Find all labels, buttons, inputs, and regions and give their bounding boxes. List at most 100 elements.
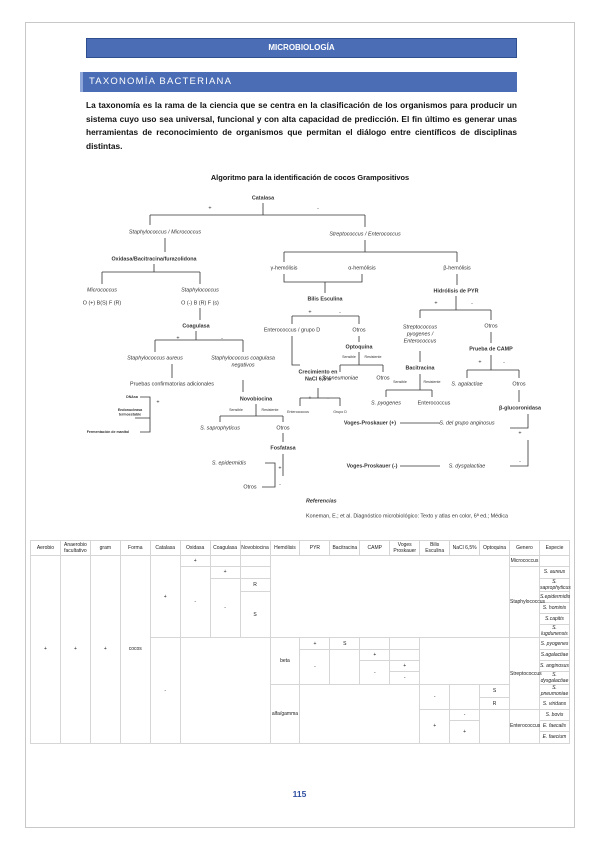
diagram-node: Staphylococcus coagulasa (211, 355, 275, 361)
table-cell: - (209, 577, 241, 639)
table-header: Catalasa (149, 540, 181, 556)
diagram-node: termoestable (119, 412, 141, 416)
table-header: Voges Proskauer (389, 540, 421, 556)
table-cell: - (449, 708, 481, 721)
table-cell: - (149, 637, 181, 744)
table-cell-empty (179, 637, 271, 744)
table-cell: S. pneumoniae (538, 684, 571, 699)
table-header: gram (89, 540, 121, 556)
table-cell: - (179, 566, 211, 639)
table-cell: S (479, 684, 510, 699)
table-cell: + (299, 637, 331, 650)
page-number: 115 (292, 789, 307, 799)
diagram-node: Streptococcus (403, 324, 437, 330)
diagram-node: Resistente (424, 380, 441, 384)
diagram-node: Enterococcus (287, 410, 309, 414)
table-cell: - (359, 660, 391, 686)
diagram-node: + (308, 309, 311, 315)
table-cell: alfa/gamma (269, 684, 301, 744)
table-cell: + (179, 554, 211, 568)
table-header: Anaerobio facultativo (59, 540, 91, 556)
table-cell-empty (419, 637, 510, 686)
diagram-node: S. pneumoniae (322, 375, 358, 381)
diagram-node: Fermentación de manitol (87, 430, 130, 434)
diagram-node: Sensible (342, 355, 356, 359)
diagram-node: Staphylococcus / Micrococcus (129, 229, 202, 235)
diagram-node: Prueba de CAMP (469, 346, 513, 352)
table-cell: R (479, 697, 510, 710)
diagram-node: Crecimiento en (299, 369, 338, 375)
table-cell: S. bovis (538, 708, 571, 721)
table-header: Genero (509, 540, 540, 556)
diagram-node: Otros (352, 327, 365, 333)
table-cell-empty (359, 637, 391, 650)
diagram-node: Sensible (229, 408, 243, 412)
diagram-node: Otros (376, 375, 389, 381)
diagram-node: S. dysgalactiae (449, 463, 486, 469)
diagram-node: - (519, 458, 521, 464)
diagram-node: Optoquina (346, 344, 374, 350)
diagram-node: Catalasa (252, 195, 275, 201)
diagram-node: S. pyogenes (371, 400, 401, 406)
diagram-node: Endonucleasa (118, 408, 143, 412)
diagram-node: DNAsa (126, 395, 139, 399)
diagram-node: Hidrólisis de PYR (434, 288, 479, 294)
diagram-node: S. del grupo anginosus (439, 420, 494, 426)
diagram-node: - (339, 309, 341, 315)
table-header: NaCl 6,5% (449, 540, 481, 556)
table-cell: - (389, 671, 421, 686)
table-cell-empty (389, 648, 421, 662)
diagram-node: - (471, 300, 473, 306)
table-header: Especie (538, 540, 571, 556)
diagram-title: Algoritmo para la identificación de coco… (211, 173, 409, 182)
table-cell-empty (239, 566, 271, 579)
diagram-node: β-glucoronidasa (499, 405, 542, 411)
table-cell-empty (299, 684, 421, 744)
table-header: Coagulasa (209, 540, 241, 556)
diagram-node: - (503, 359, 505, 365)
table-cell: + (149, 554, 181, 639)
diagram-node: Oxidasa/Bacitracina/furazolidona (111, 256, 197, 262)
diagram-node: Staphylococcus (181, 287, 219, 293)
table-cell: + (449, 719, 481, 744)
table-cell: Streptococcus (509, 637, 542, 710)
table-cell-empty (269, 554, 510, 639)
table-cell: S.agalactiae (538, 648, 571, 662)
table-cell: S (329, 637, 361, 650)
diagram-node: Otros (276, 425, 289, 431)
diagram-node: Pruebas confirmatorias adicionales (130, 381, 214, 387)
diagram-node: Fosfatasa (270, 445, 296, 451)
diagram-node: + (208, 205, 211, 211)
paragraph: La taxonomía es la rama de la ciencia qu… (86, 100, 517, 151)
diagram-node: Otros (484, 323, 497, 329)
diagram-node: Streptococcus / Enterococcus (329, 231, 401, 237)
diagram-node: Grupo D (333, 410, 347, 414)
table-header: Bacitracina (329, 540, 361, 556)
table-cell-empty (479, 708, 510, 744)
table-cell: + (59, 555, 91, 744)
table-header: CAMP (359, 540, 391, 556)
page-frame (25, 22, 575, 828)
diagram-node: O (-) B (R) F (s) (181, 300, 219, 306)
diagram-node: negativos (231, 362, 254, 368)
diagram: Algoritmo para la identificación de coco… (83, 173, 542, 519)
table-cell: S. hominis (538, 601, 571, 615)
table-cell: S (239, 590, 271, 639)
table-cell: E. faecium (538, 731, 571, 744)
table-cell: S.capitis (538, 613, 571, 626)
table-header: Bilis Esculina (419, 540, 451, 556)
diagram-node: Otros (512, 381, 525, 387)
diagram-node: Enterococcus (418, 400, 451, 406)
diagram-node: Micrococcus (87, 287, 117, 293)
section-title: TAXONOMÍA BACTERIANA (80, 72, 517, 92)
table-cell: + (389, 660, 421, 673)
diagram-node: Coagulasa (182, 323, 210, 329)
table-header: Forma (119, 540, 151, 556)
table-cell: beta (269, 637, 301, 686)
diagram-node: + (434, 300, 437, 306)
table-cell: + (89, 555, 121, 744)
table-cell: S. viridans (538, 697, 571, 710)
diagram-node: pyogenes / (406, 331, 434, 337)
table-cell: + (359, 648, 391, 662)
